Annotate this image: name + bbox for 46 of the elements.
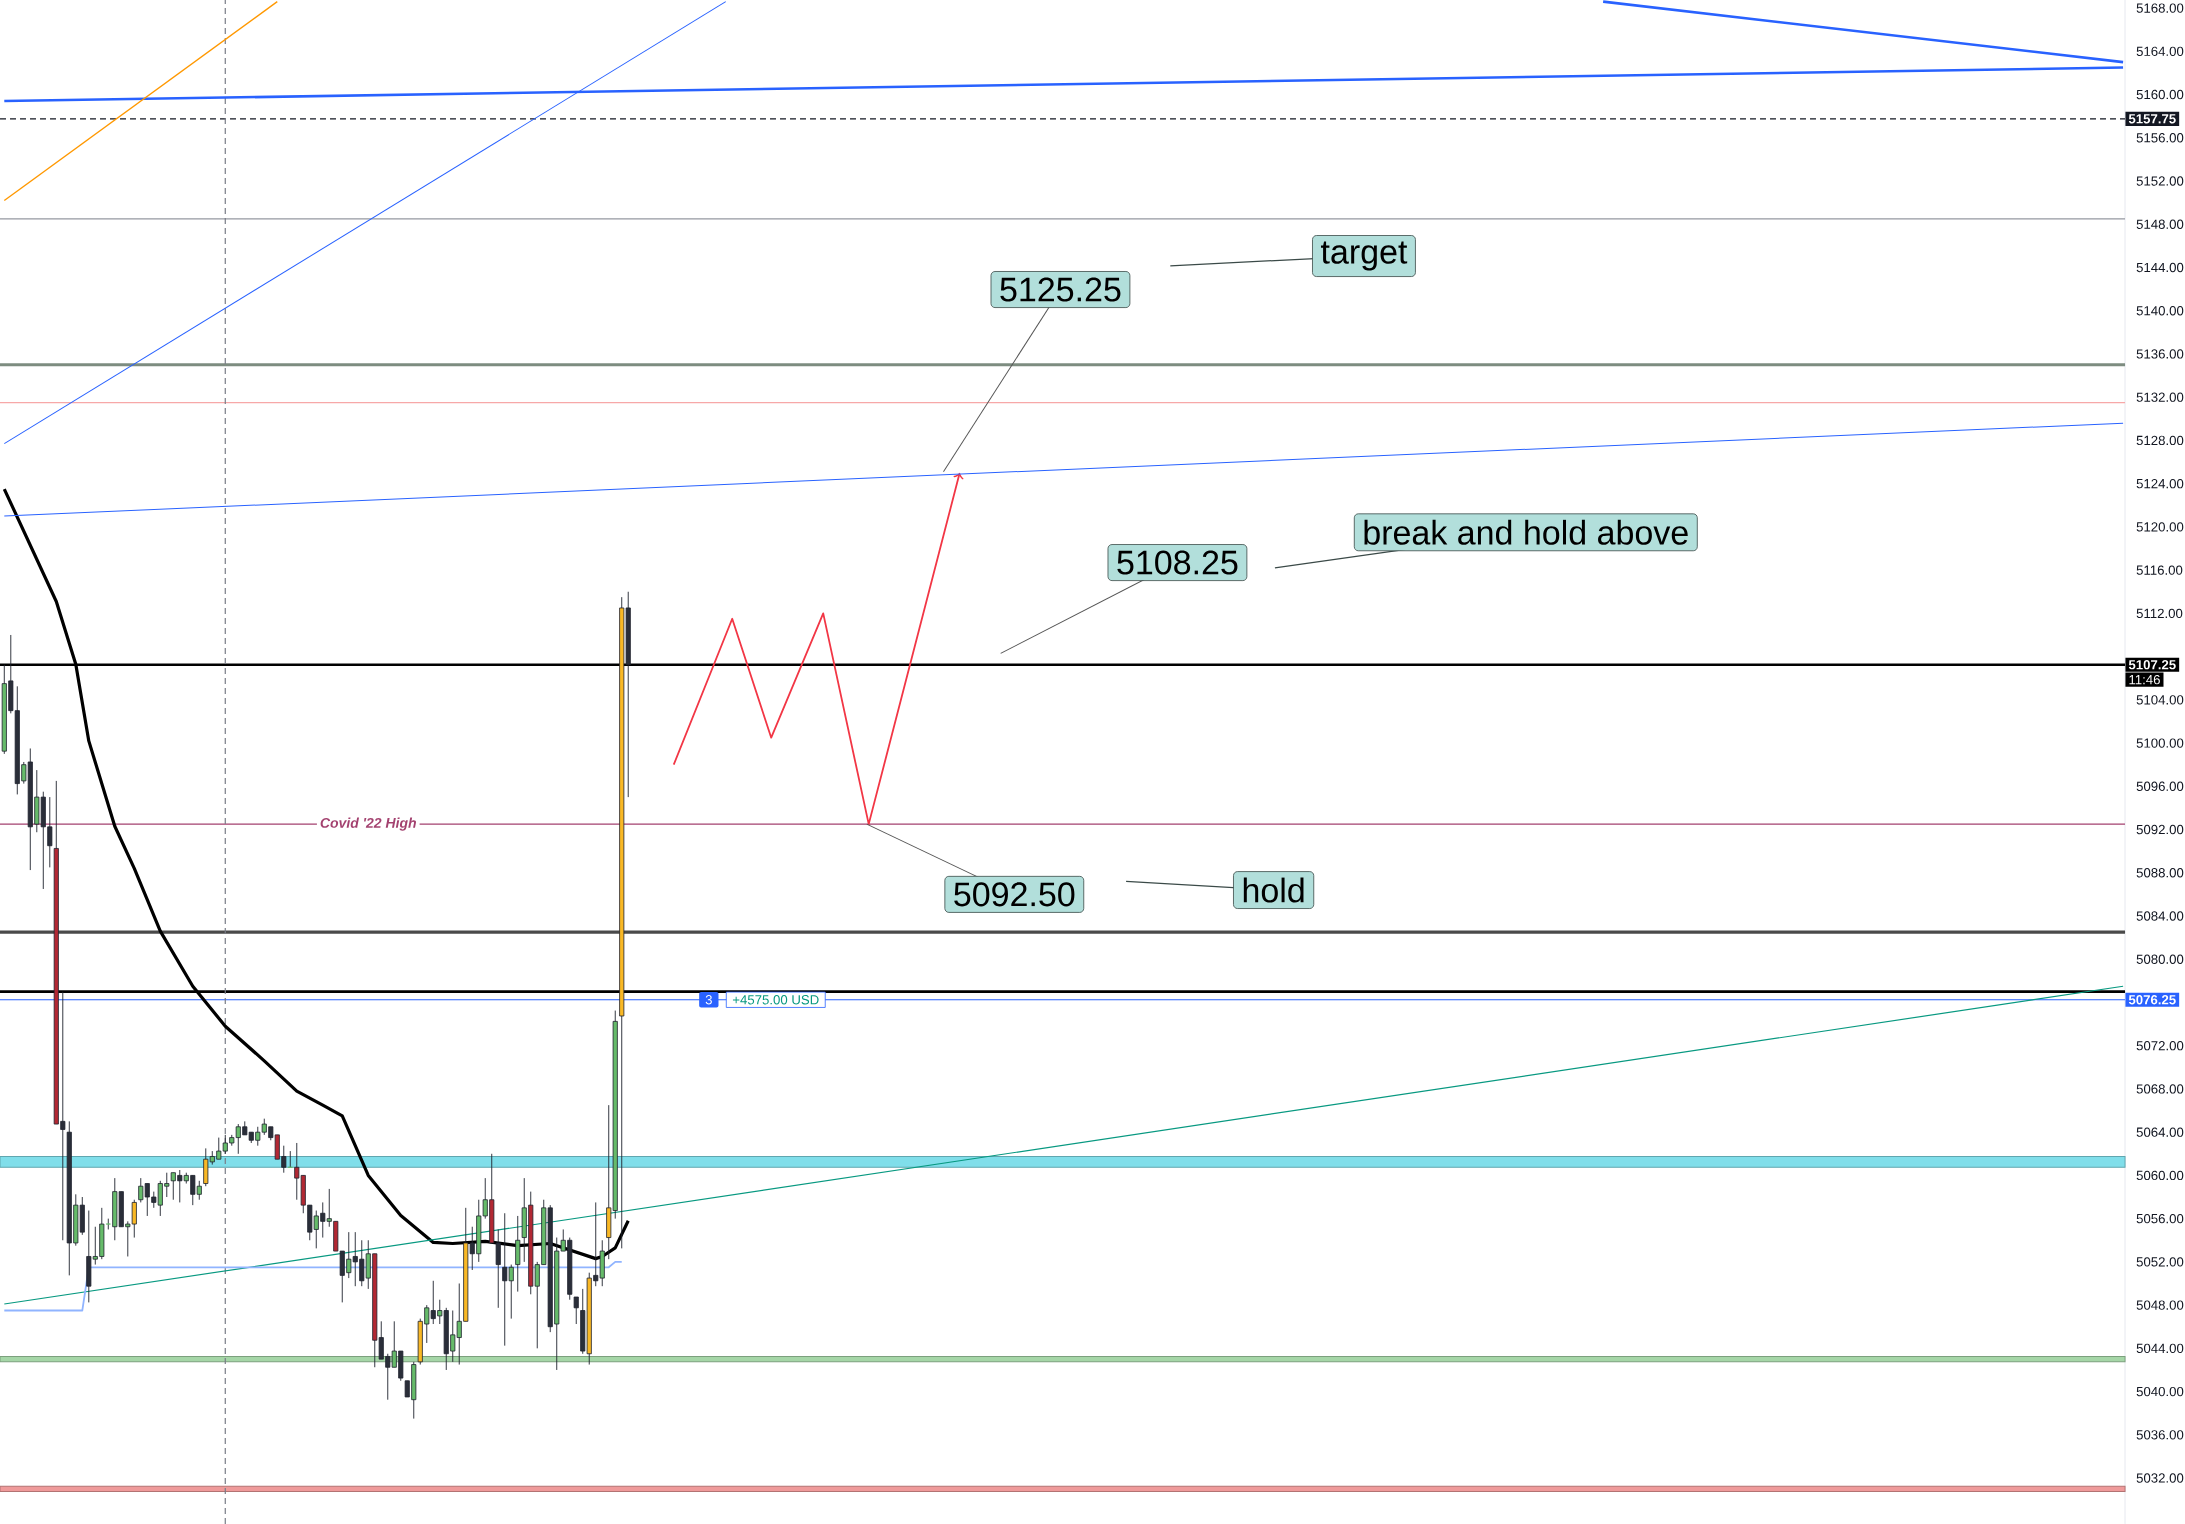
y-tick-label: 5060.00 bbox=[2136, 1170, 2184, 1181]
y-tick-label: 5148.00 bbox=[2136, 219, 2184, 229]
y-tick-label: 5092.00 bbox=[2136, 824, 2184, 835]
y-tick-label: 5056.00 bbox=[2136, 1213, 2184, 1224]
annotation: 3 bbox=[705, 995, 712, 1005]
y-tick-label: 5128.00 bbox=[2136, 435, 2184, 446]
y-tick-label: 5040.00 bbox=[2136, 1386, 2184, 1397]
y-tick-label: 5096.00 bbox=[2136, 781, 2184, 791]
y-tick-label: 5124.00 bbox=[2136, 478, 2184, 489]
annotation: 5092.50 bbox=[954, 882, 1075, 907]
ref-line-label: 5157.75 bbox=[2128, 114, 2176, 124]
y-tick-label: 5120.00 bbox=[2136, 522, 2184, 532]
y-tick-label: 5044.00 bbox=[2136, 1343, 2184, 1354]
y-tick-label: 5168.00 bbox=[2136, 3, 2184, 13]
y-tick-label: 5136.00 bbox=[2136, 349, 2184, 359]
y-tick-label: 5144.00 bbox=[2136, 262, 2184, 273]
y-tick-label: 5156.00 bbox=[2136, 133, 2184, 143]
annotation: target bbox=[1320, 241, 1408, 271]
y-tick-label: 5152.00 bbox=[2136, 176, 2184, 186]
y-tick-label: 5032.00 bbox=[2136, 1473, 2184, 1483]
ref-line-label: Covid '22 High bbox=[320, 817, 416, 831]
y-tick-label: 5048.00 bbox=[2136, 1300, 2184, 1310]
annotation: 5108.25 bbox=[1117, 550, 1238, 575]
y-tick-label: 5068.00 bbox=[2136, 1084, 2184, 1094]
y-tick-label: 5036.00 bbox=[2136, 1430, 2184, 1440]
y-tick-label: 5052.00 bbox=[2136, 1257, 2184, 1267]
y-tick-label: 5132.00 bbox=[2136, 392, 2184, 402]
annotation: 5125.25 bbox=[1000, 277, 1121, 302]
annotation: +4575.00 USD bbox=[732, 995, 819, 1005]
y-tick-label: 5088.00 bbox=[2136, 868, 2184, 878]
y-tick-label: 5140.00 bbox=[2136, 306, 2184, 316]
ref-line-label: 5107.25 bbox=[2128, 660, 2176, 670]
y-tick-label: 5080.00 bbox=[2136, 954, 2184, 964]
y-tick-label: 5112.00 bbox=[2136, 608, 2183, 619]
y-tick-label: 5160.00 bbox=[2136, 89, 2184, 100]
y-tick-label: 5084.00 bbox=[2136, 911, 2184, 921]
y-tick-label: 5064.00 bbox=[2136, 1127, 2184, 1137]
annotation: break and hold above bbox=[1364, 519, 1688, 545]
y-tick-label: 5116.00 bbox=[2136, 565, 2183, 575]
y-tick-label: 5100.00 bbox=[2136, 738, 2184, 748]
y-tick-label: 5072.00 bbox=[2136, 1041, 2184, 1051]
ref-line-label: 5076.25 bbox=[2128, 995, 2176, 1005]
y-tick-label: 5104.00 bbox=[2136, 695, 2184, 705]
annotation: hold bbox=[1243, 877, 1304, 903]
text: 11:46 bbox=[2129, 674, 2160, 685]
y-tick-label: 5164.00 bbox=[2136, 46, 2184, 56]
